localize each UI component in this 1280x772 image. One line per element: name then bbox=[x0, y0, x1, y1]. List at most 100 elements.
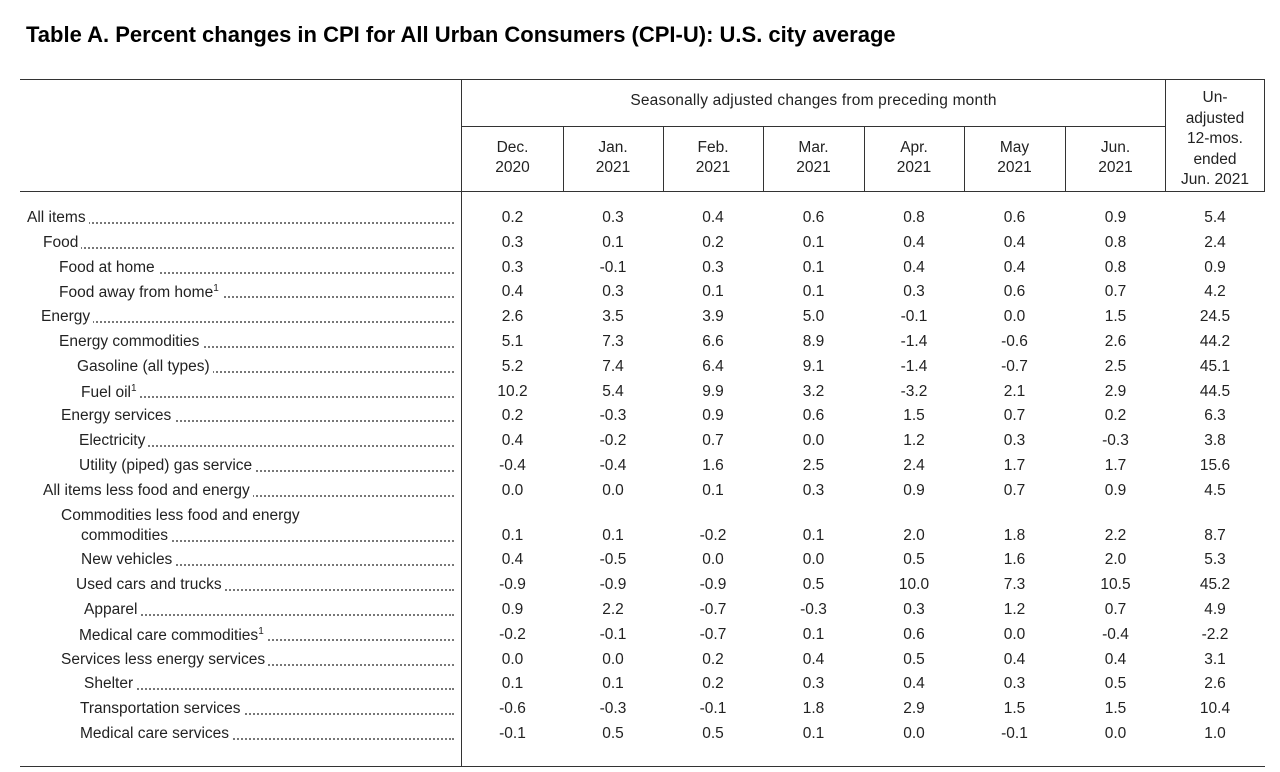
table-cell: 44.2 bbox=[1199, 333, 1231, 350]
month-column-rule bbox=[763, 126, 764, 192]
table-cell: 7.3 bbox=[602, 333, 624, 350]
table-cell: -0.9 bbox=[499, 576, 526, 594]
table-cell: 45.1 bbox=[1199, 357, 1231, 375]
table-title: Table A. Percent changes in CPI for All … bbox=[26, 22, 896, 47]
table-cell: 0.0 bbox=[903, 725, 925, 742]
stub-column-rule bbox=[461, 79, 462, 767]
row-label-text: Fuel oil1 bbox=[81, 382, 140, 402]
table-cell: -3.2 bbox=[900, 382, 928, 400]
row-label: Medical care services bbox=[0, 725, 462, 747]
month-column-rule bbox=[563, 126, 564, 192]
table-cell: 0.6 bbox=[903, 625, 925, 643]
row-label: Energy bbox=[0, 308, 462, 330]
table-cell: 2.9 bbox=[903, 700, 925, 718]
row-label: Medical care commodities1 bbox=[0, 625, 462, 648]
table-cell: 24.5 bbox=[1199, 308, 1231, 326]
row-label-text: Energy commodities bbox=[59, 333, 203, 351]
table-cell: -2.2 bbox=[1201, 625, 1229, 643]
table-cell: 44.5 bbox=[1199, 382, 1231, 400]
table-cell: 0.0 bbox=[1104, 725, 1127, 742]
table-cell: 4.2 bbox=[1204, 283, 1226, 301]
table-cell: 0.9 bbox=[903, 481, 925, 499]
table-cell: 2.9 bbox=[1104, 382, 1127, 400]
table-cell: 0.3 bbox=[602, 283, 624, 301]
table-cell: 0.7 bbox=[702, 432, 724, 450]
row-label-text: Food bbox=[43, 233, 82, 252]
table-cell: 0.3 bbox=[501, 233, 524, 251]
group-header-rule bbox=[461, 126, 1166, 127]
table-cell: 9.9 bbox=[702, 382, 724, 400]
table-cell: 0.3 bbox=[802, 481, 825, 499]
dot-leader bbox=[69, 346, 454, 348]
table-cell: 4.9 bbox=[1204, 601, 1226, 618]
dot-leader bbox=[37, 222, 454, 224]
column-header: Apr. 2021 bbox=[896, 139, 932, 176]
table-cell: 0.0 bbox=[602, 650, 624, 668]
table-cell: 2.5 bbox=[802, 457, 825, 474]
table-cell: 0.0 bbox=[802, 432, 825, 450]
table-cell: 1.6 bbox=[702, 457, 724, 474]
table-cell: -0.1 bbox=[599, 258, 627, 276]
table-cell: 0.0 bbox=[602, 481, 624, 499]
table-cell: 0.7 bbox=[1003, 407, 1026, 425]
table-cell: 0.1 bbox=[802, 283, 825, 301]
table-cell: 0.5 bbox=[1104, 675, 1127, 693]
row-label: All items bbox=[0, 209, 462, 231]
table-cell: 0.4 bbox=[501, 551, 524, 569]
dot-leader bbox=[51, 321, 454, 324]
table-cell: 15.6 bbox=[1199, 457, 1231, 474]
table-cell: 2.5 bbox=[1104, 357, 1127, 375]
table-cell: 3.1 bbox=[1204, 650, 1226, 668]
row-label-text: Electricity bbox=[79, 432, 149, 451]
dot-leader bbox=[90, 738, 454, 740]
column-header: Feb. 2021 bbox=[695, 139, 731, 176]
table-cell: -0.5 bbox=[599, 551, 627, 569]
dot-leader bbox=[53, 246, 454, 249]
table-cell: 8.7 bbox=[1204, 526, 1226, 544]
table-cell: 0.0 bbox=[501, 650, 524, 668]
table-cell: 10.5 bbox=[1100, 576, 1131, 594]
table-cell: 3.8 bbox=[1204, 432, 1226, 450]
table-cell: 0.1 bbox=[602, 526, 624, 544]
table-cell: 0.2 bbox=[702, 233, 724, 251]
table-cell: 0.9 bbox=[1204, 258, 1226, 276]
table-cell: 1.8 bbox=[1003, 526, 1026, 544]
table-cell: 5.3 bbox=[1204, 551, 1226, 569]
table-cell: 0.4 bbox=[903, 258, 925, 276]
table-cell: 10.0 bbox=[898, 576, 930, 594]
row-label-text: Medical care services bbox=[80, 725, 233, 743]
dot-leader bbox=[94, 614, 454, 616]
table-cell: -0.4 bbox=[499, 457, 526, 474]
row-label-text: Energy bbox=[41, 308, 94, 327]
row-label-text: Food at home bbox=[59, 258, 158, 277]
table-cell: 0.4 bbox=[501, 283, 524, 301]
table-cell: 0.9 bbox=[501, 601, 524, 618]
row-label: Gasoline (all types) bbox=[0, 357, 462, 380]
table-cell: 0.5 bbox=[702, 725, 724, 742]
row-label: Electricity bbox=[0, 432, 462, 454]
table-cell: -0.7 bbox=[1001, 357, 1028, 375]
table-cell: 2.4 bbox=[1204, 233, 1226, 251]
table-cell: -0.2 bbox=[499, 625, 526, 643]
footnote-marker: 1 bbox=[130, 382, 137, 394]
table-cell: 0.3 bbox=[903, 601, 925, 618]
table-cell: 0.1 bbox=[602, 675, 624, 693]
table-cell: -1.4 bbox=[900, 357, 928, 375]
row-label: All items less food and energy bbox=[0, 481, 462, 504]
table-cell: 0.6 bbox=[1003, 209, 1026, 226]
table-cell: 0.0 bbox=[802, 551, 825, 569]
table-cell: 0.4 bbox=[903, 233, 925, 251]
table-cell: 0.2 bbox=[702, 650, 724, 668]
table-cell: 45.2 bbox=[1199, 576, 1231, 594]
table-cell: 0.8 bbox=[903, 209, 925, 226]
row-label: Used cars and trucks bbox=[0, 576, 462, 598]
right-frame-rule bbox=[1264, 79, 1265, 192]
table-cell: 1.5 bbox=[1003, 700, 1026, 718]
row-label-text: Services less energy services bbox=[61, 650, 269, 669]
table-cell: 0.7 bbox=[1003, 481, 1026, 499]
dot-leader bbox=[69, 296, 454, 299]
dot-leader bbox=[71, 420, 454, 423]
row-label: Food at home bbox=[0, 258, 462, 281]
table-cell: 0.0 bbox=[1003, 625, 1026, 643]
row-label: Energy services bbox=[0, 407, 462, 429]
